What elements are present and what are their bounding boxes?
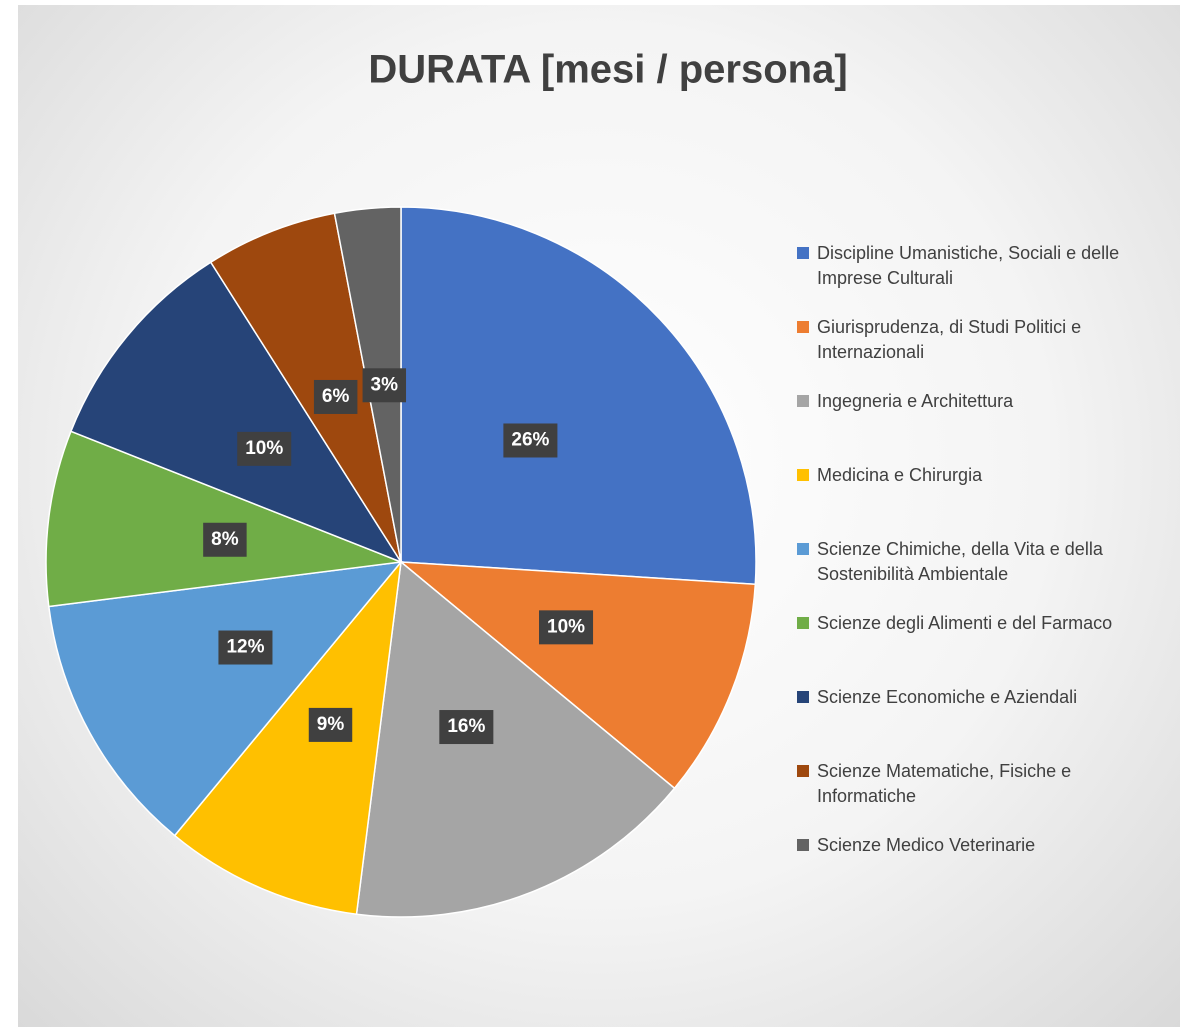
pie-slice (47, 561, 403, 837)
data-label: 26% (503, 423, 558, 458)
legend-entry: Ingegneria e Architettura (797, 389, 1167, 414)
pie-slice (209, 212, 402, 563)
data-label-text: 3% (371, 374, 399, 395)
pie-slice (173, 559, 403, 916)
legend-swatch (797, 247, 809, 259)
legend-swatch (797, 469, 809, 481)
data-label: 9% (308, 707, 353, 742)
data-label: 8% (203, 522, 247, 557)
legend-swatch (797, 765, 809, 777)
data-label: 10% (539, 610, 594, 645)
legend-swatch (797, 691, 809, 703)
legend-label: Medicina e Chirurgia (817, 465, 983, 485)
legend-swatch (797, 543, 809, 555)
data-label-box (362, 368, 407, 403)
pie-slice (69, 261, 403, 564)
data-label: 10% (237, 431, 292, 466)
data-label: 6% (313, 379, 358, 414)
data-label-box (313, 379, 358, 414)
legend-entry: Scienze Chimiche, della Vita e della Sos… (797, 537, 1167, 587)
legend-entry: Scienze degli Alimenti e del Farmaco (797, 611, 1167, 636)
legend-swatch (797, 395, 809, 407)
legend-entry: Discipline Umanistiche, Sociali e delle … (797, 241, 1167, 291)
data-label-box (539, 610, 594, 645)
pie-slice (45, 430, 402, 608)
legend-swatch (797, 321, 809, 333)
legend-entry: Medicina e Chirurgia (797, 463, 1167, 488)
data-label-text: 10% (547, 616, 585, 637)
legend-label: Scienze degli Alimenti e del Farmaco (817, 613, 1113, 633)
legend-swatch (797, 839, 809, 851)
legend-label: Scienze Chimiche, della Vita e della Sos… (817, 539, 1103, 584)
data-label-box (439, 710, 494, 745)
data-label-box (308, 707, 353, 742)
data-label-text: 26% (511, 430, 549, 451)
legend-entry: Scienze Economiche e Aziendali (797, 685, 1167, 710)
pie-slice (355, 560, 676, 918)
pie-slice (398, 561, 757, 790)
data-label: 3% (362, 368, 407, 403)
data-label-text: 8% (211, 529, 239, 550)
legend-swatch (797, 617, 809, 629)
legend-entry: Giurisprudenza, di Studi Politici e Inte… (797, 315, 1167, 365)
legend-entry: Scienze Medico Veterinarie (797, 833, 1167, 858)
data-label-box (203, 522, 247, 557)
data-label-text: 10% (245, 438, 283, 459)
data-label: 12% (218, 630, 273, 665)
data-label-box (237, 431, 292, 466)
legend-label: Ingegneria e Architettura (817, 391, 1014, 411)
data-label-text: 12% (226, 637, 264, 658)
data-label-box (218, 630, 273, 665)
legend-label: Discipline Umanistiche, Sociali e delle … (817, 243, 1120, 288)
data-label-text: 16% (447, 716, 485, 737)
legend-label: Scienze Medico Veterinarie (817, 835, 1036, 855)
chart-title: DURATA [mesi / persona] (368, 48, 847, 92)
legend-label: Scienze Economiche e Aziendali (817, 687, 1078, 707)
legend-label: Scienze Matematiche, Fisiche e Informati… (817, 761, 1072, 806)
data-label-text: 6% (322, 386, 350, 407)
pie-slice (400, 206, 757, 586)
legend-label: Giurisprudenza, di Studi Politici e Inte… (817, 317, 1082, 362)
legend-entry: Scienze Matematiche, Fisiche e Informati… (797, 759, 1167, 809)
data-label-box (503, 423, 558, 458)
data-label-text: 9% (317, 714, 345, 735)
data-label: 16% (439, 710, 494, 745)
